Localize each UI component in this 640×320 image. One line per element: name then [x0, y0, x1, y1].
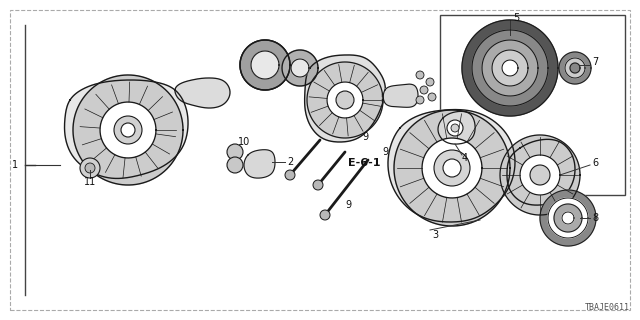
Text: 2: 2 [287, 157, 293, 167]
Polygon shape [482, 40, 538, 96]
Polygon shape [388, 109, 515, 222]
Text: 8: 8 [592, 213, 598, 223]
Polygon shape [559, 52, 591, 84]
Circle shape [443, 159, 461, 177]
Polygon shape [307, 62, 383, 138]
Circle shape [451, 124, 459, 132]
Text: 11: 11 [84, 177, 96, 187]
Circle shape [313, 180, 323, 190]
Polygon shape [570, 63, 580, 73]
Text: 9: 9 [362, 132, 368, 142]
Polygon shape [244, 150, 275, 178]
Polygon shape [562, 212, 574, 224]
Polygon shape [548, 198, 588, 238]
Polygon shape [492, 50, 528, 86]
Polygon shape [251, 51, 279, 79]
Polygon shape [565, 58, 585, 78]
Text: TBAJE0611: TBAJE0611 [585, 303, 630, 312]
Polygon shape [291, 59, 309, 77]
Polygon shape [305, 55, 385, 142]
Polygon shape [240, 40, 290, 90]
Circle shape [416, 96, 424, 104]
Text: 9: 9 [382, 147, 388, 157]
Circle shape [447, 120, 463, 136]
Circle shape [530, 165, 550, 185]
Text: 9: 9 [345, 200, 351, 210]
Circle shape [227, 144, 243, 160]
Polygon shape [462, 20, 558, 116]
Polygon shape [282, 50, 318, 86]
Circle shape [80, 158, 100, 178]
Circle shape [227, 157, 243, 173]
Polygon shape [175, 78, 230, 108]
Polygon shape [500, 135, 580, 215]
Polygon shape [438, 111, 475, 144]
Polygon shape [73, 75, 183, 185]
Circle shape [121, 123, 135, 137]
Text: 1: 1 [12, 160, 18, 170]
Text: 6: 6 [592, 158, 598, 168]
Circle shape [428, 93, 436, 101]
Text: 3: 3 [432, 230, 438, 240]
Circle shape [85, 163, 95, 173]
Circle shape [336, 91, 354, 109]
Polygon shape [520, 155, 560, 195]
Circle shape [285, 170, 295, 180]
Text: 4: 4 [462, 153, 468, 163]
Text: 5: 5 [513, 13, 519, 23]
Bar [440, 15, 625, 195]
Polygon shape [327, 82, 363, 118]
Polygon shape [554, 204, 582, 232]
Polygon shape [472, 30, 548, 106]
Circle shape [320, 210, 330, 220]
Polygon shape [540, 190, 596, 246]
Text: 7: 7 [592, 57, 598, 67]
Circle shape [420, 86, 428, 94]
Circle shape [114, 116, 142, 144]
Polygon shape [422, 138, 482, 198]
Text: 10: 10 [238, 137, 250, 147]
Polygon shape [251, 51, 279, 79]
Polygon shape [502, 60, 518, 76]
Text: E-6-1: E-6-1 [348, 158, 381, 168]
Circle shape [426, 78, 434, 86]
Polygon shape [383, 84, 418, 107]
Polygon shape [100, 102, 156, 158]
Circle shape [434, 150, 470, 186]
Circle shape [416, 71, 424, 79]
Polygon shape [507, 139, 575, 205]
Polygon shape [240, 40, 290, 90]
Polygon shape [394, 110, 510, 226]
Polygon shape [65, 80, 188, 179]
